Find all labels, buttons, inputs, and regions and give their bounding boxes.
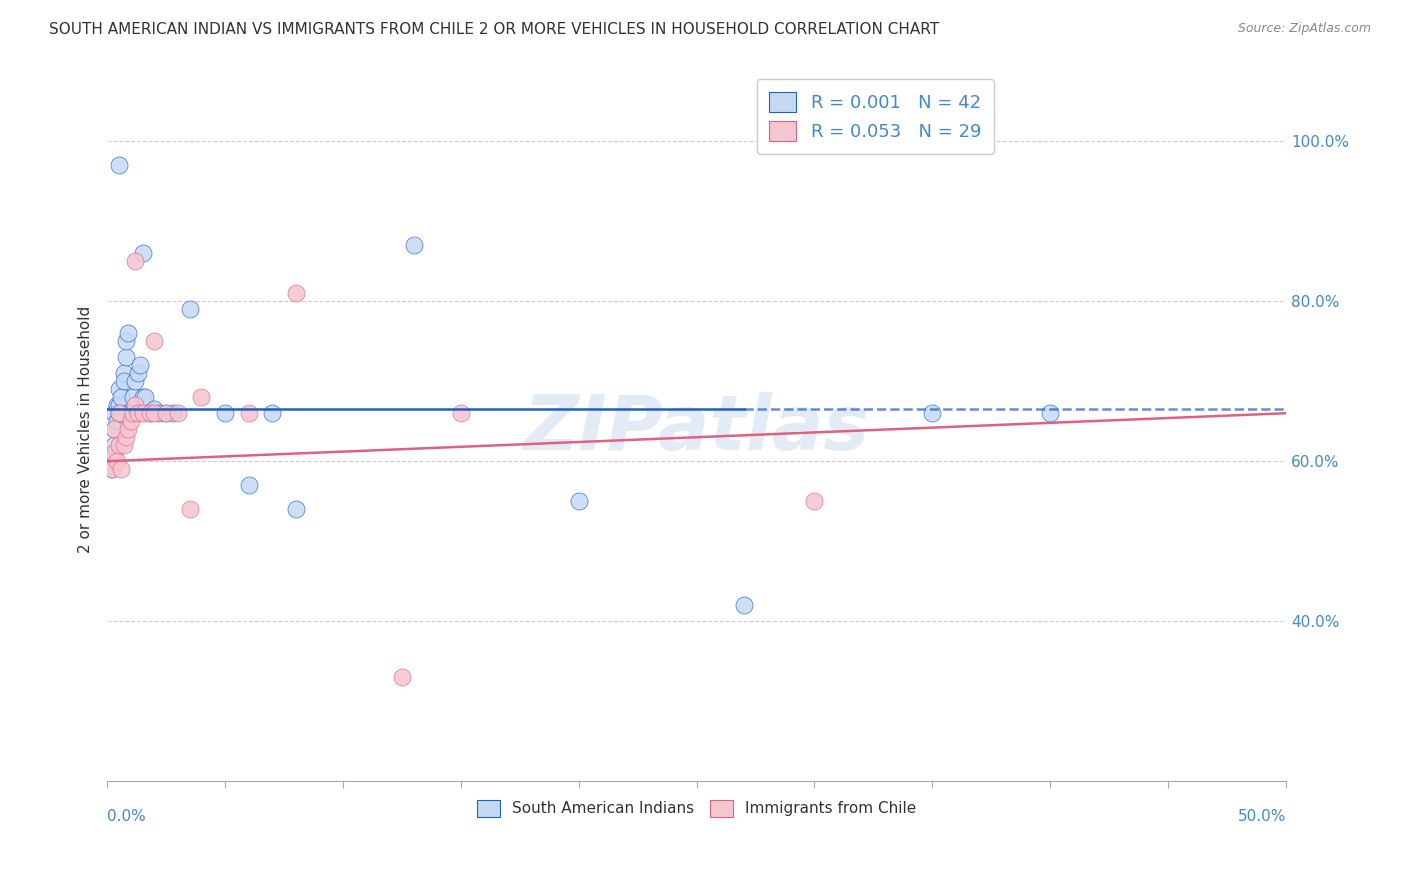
Point	[1039, 406, 1062, 420]
Point	[179, 302, 201, 317]
Point	[108, 438, 131, 452]
Point	[284, 502, 307, 516]
Point	[131, 390, 153, 404]
Point	[108, 158, 131, 172]
Point	[103, 422, 125, 436]
Point	[238, 478, 260, 492]
Text: ZIPatlas: ZIPatlas	[523, 392, 869, 467]
Text: Source: ZipAtlas.com: Source: ZipAtlas.com	[1237, 22, 1371, 36]
Point	[101, 446, 124, 460]
Point	[733, 598, 755, 612]
Point	[155, 406, 177, 420]
Point	[108, 382, 131, 396]
Point	[112, 438, 135, 452]
Point	[108, 398, 131, 412]
Point	[122, 406, 145, 420]
Point	[803, 494, 825, 508]
Point	[127, 406, 149, 420]
Point	[112, 374, 135, 388]
Point	[138, 406, 160, 420]
Point	[105, 414, 128, 428]
Point	[110, 390, 132, 404]
Point	[179, 502, 201, 516]
Point	[134, 390, 156, 404]
Point	[120, 406, 142, 420]
Point	[98, 454, 121, 468]
Y-axis label: 2 or more Vehicles in Household: 2 or more Vehicles in Household	[79, 306, 93, 553]
Point	[167, 406, 190, 420]
Point	[127, 366, 149, 380]
Point	[124, 398, 146, 412]
Point	[108, 406, 131, 420]
Point	[262, 406, 284, 420]
Point	[148, 406, 170, 420]
Point	[101, 462, 124, 476]
Point	[103, 446, 125, 460]
Point	[450, 406, 472, 420]
Point	[105, 454, 128, 468]
Point	[568, 494, 591, 508]
Point	[162, 406, 184, 420]
Point	[103, 438, 125, 452]
Point	[190, 390, 212, 404]
Point	[112, 366, 135, 380]
Point	[120, 414, 142, 428]
Point	[143, 402, 166, 417]
Point	[131, 406, 153, 420]
Point	[143, 334, 166, 349]
Point	[402, 238, 425, 252]
Point	[117, 422, 139, 436]
Point	[105, 398, 128, 412]
Text: 50.0%: 50.0%	[1237, 809, 1286, 824]
Point	[115, 334, 138, 349]
Point	[129, 358, 152, 372]
Point	[155, 406, 177, 420]
Text: SOUTH AMERICAN INDIAN VS IMMIGRANTS FROM CHILE 2 OR MORE VEHICLES IN HOUSEHOLD C: SOUTH AMERICAN INDIAN VS IMMIGRANTS FROM…	[49, 22, 939, 37]
Point	[103, 422, 125, 436]
Point	[138, 406, 160, 420]
Point	[921, 406, 943, 420]
Point	[124, 254, 146, 268]
Point	[108, 406, 131, 420]
Point	[124, 374, 146, 388]
Point	[110, 462, 132, 476]
Point	[98, 454, 121, 468]
Point	[391, 670, 413, 684]
Point	[131, 246, 153, 260]
Point	[115, 351, 138, 365]
Point	[117, 326, 139, 341]
Point	[101, 462, 124, 476]
Point	[238, 406, 260, 420]
Point	[214, 406, 236, 420]
Text: 0.0%: 0.0%	[107, 809, 146, 824]
Legend: South American Indians, Immigrants from Chile: South American Indians, Immigrants from …	[471, 794, 922, 822]
Point	[110, 406, 132, 420]
Point	[103, 406, 125, 420]
Point	[143, 406, 166, 420]
Point	[122, 390, 145, 404]
Point	[284, 286, 307, 301]
Point	[115, 430, 138, 444]
